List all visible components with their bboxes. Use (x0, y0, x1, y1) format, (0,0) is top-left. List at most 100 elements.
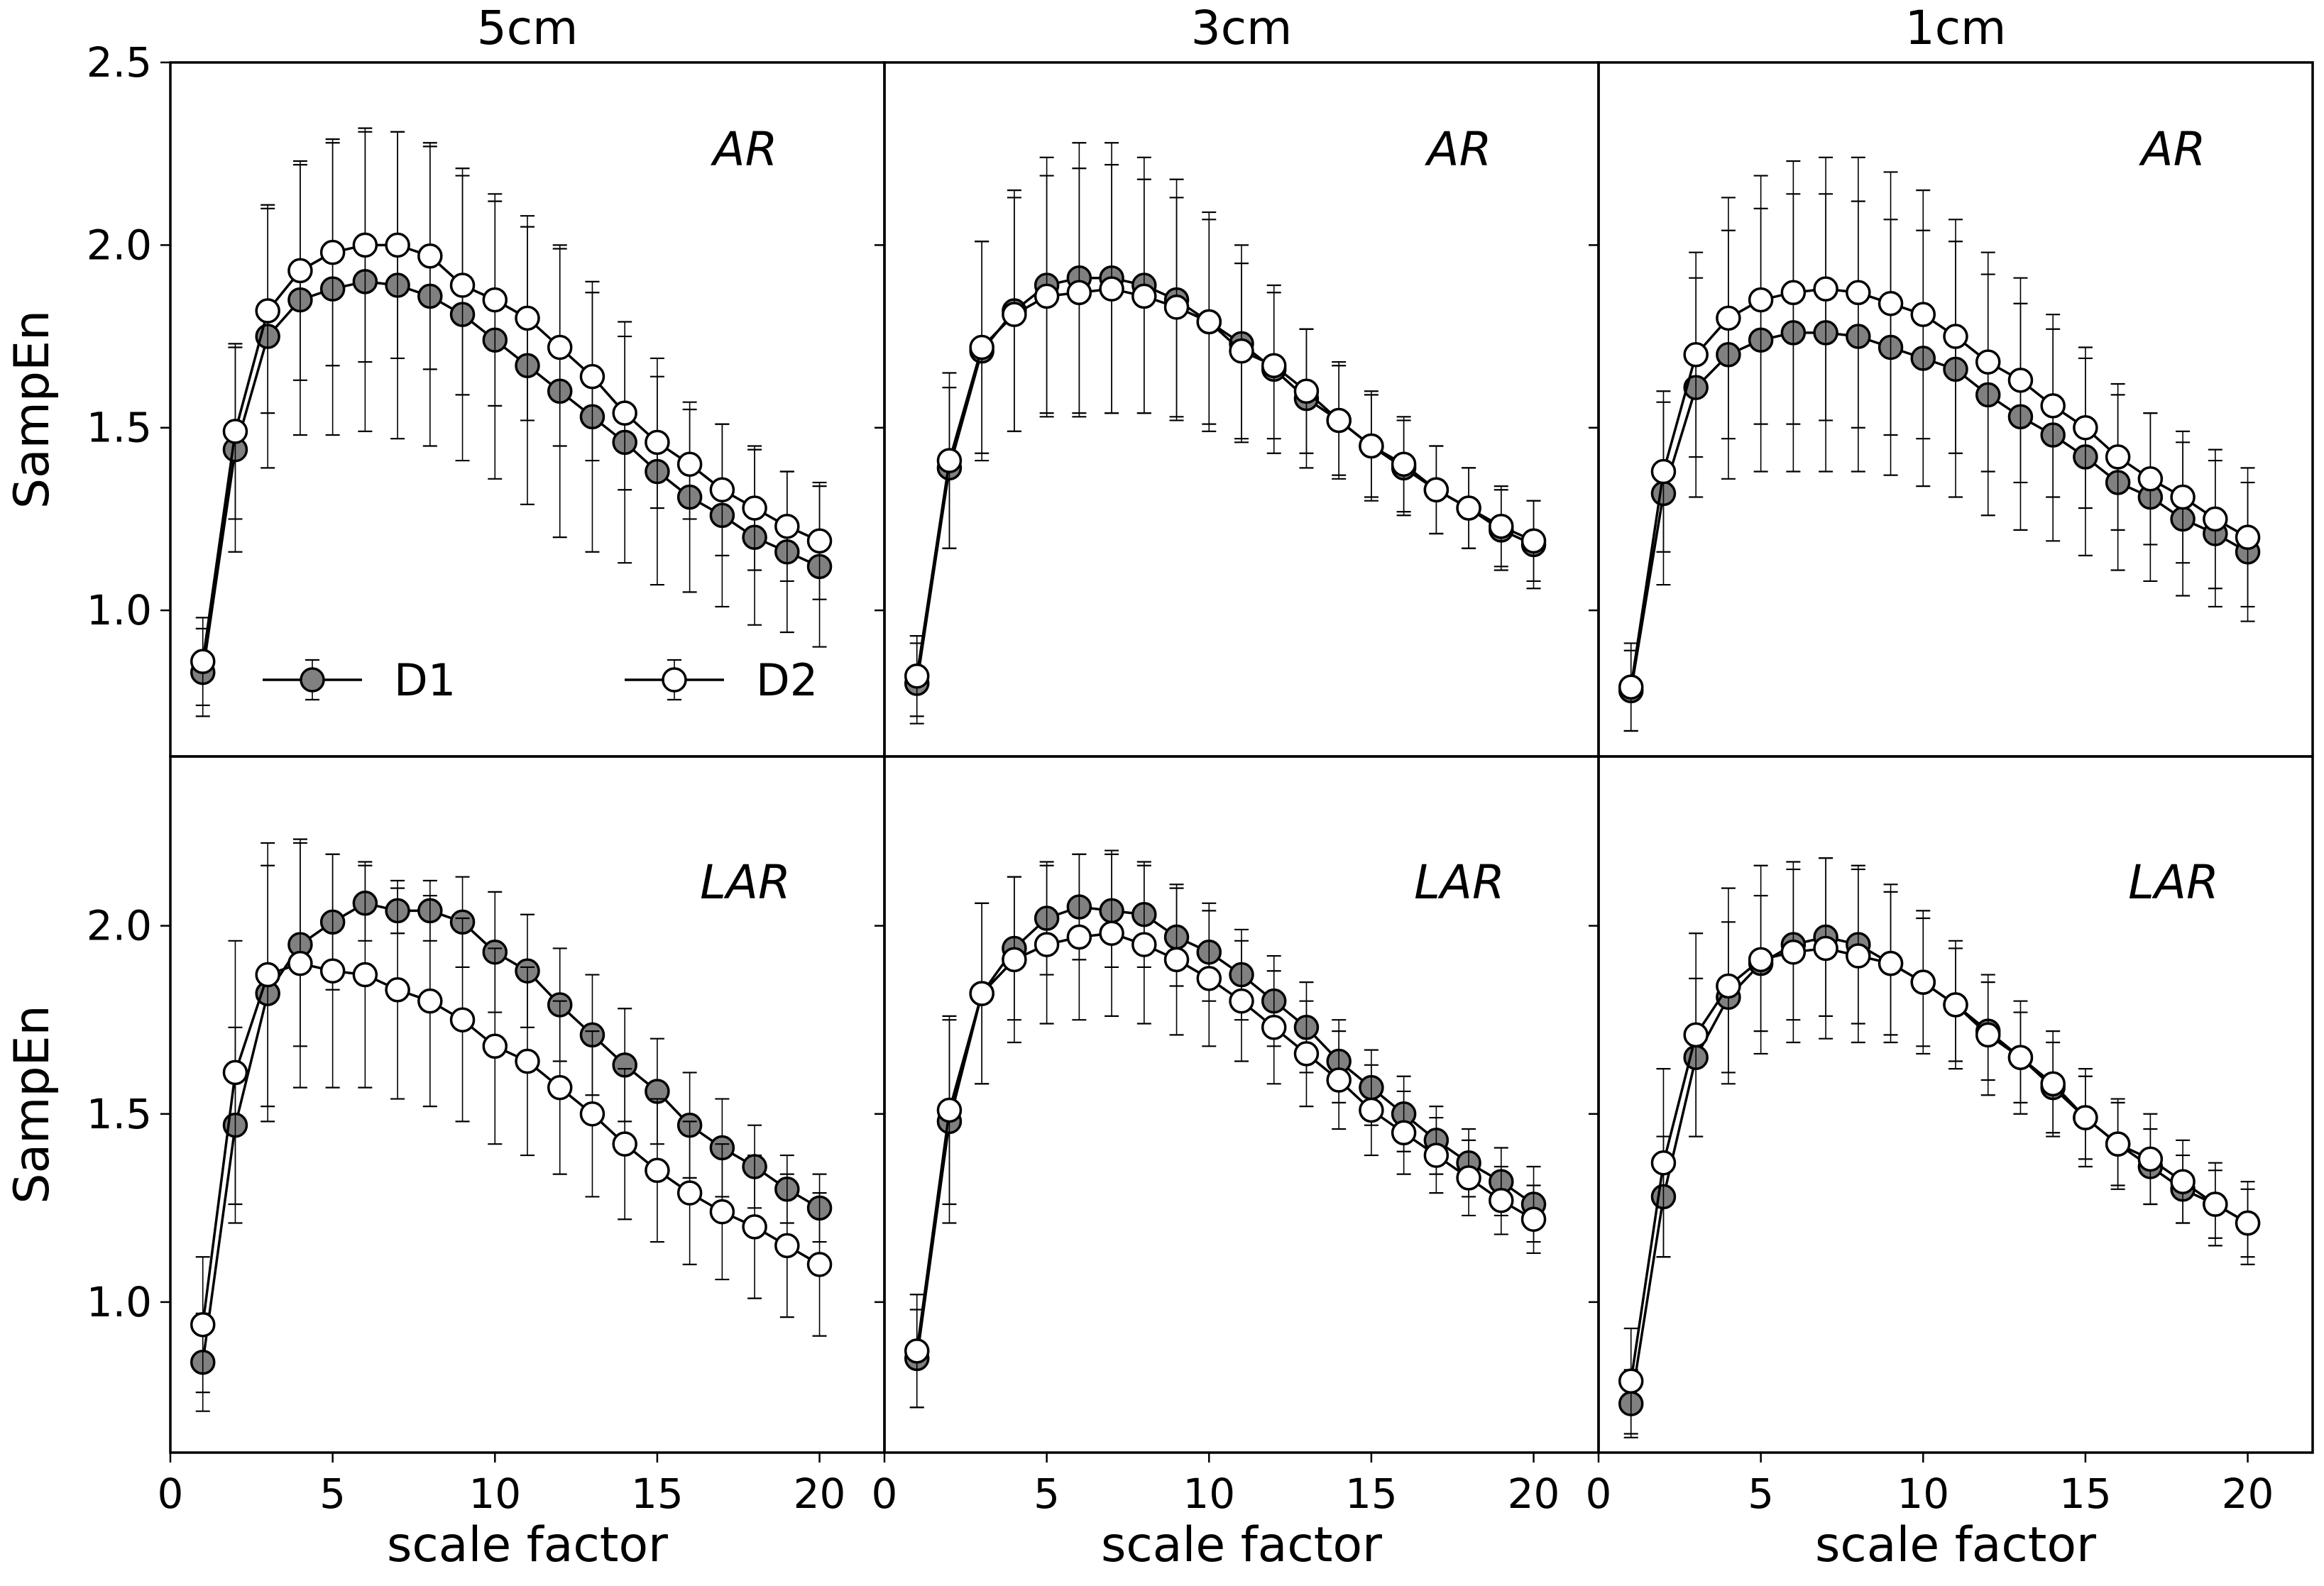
x-axis-title: scale factor (387, 1517, 668, 1573)
data-point-d2 (742, 495, 767, 521)
y-tick-label: 2.0 (87, 902, 152, 950)
data-point-d2 (287, 950, 313, 976)
data-point-d2 (449, 272, 476, 298)
data-point-d2 (1229, 988, 1254, 1014)
data-point-d2 (1910, 302, 1936, 327)
x-tick-label: 5 (319, 1470, 346, 1518)
data-point-d2 (2235, 1210, 2261, 1236)
condition-label: AR (1424, 122, 1491, 177)
data-point-d2 (287, 258, 313, 284)
legend-marker-d1 (300, 667, 325, 693)
data-point-d2 (1326, 1067, 1352, 1093)
column-title: 1cm (1905, 1, 2007, 55)
data-point-d2 (969, 981, 994, 1006)
data-point-d2 (579, 363, 605, 390)
data-point-d2 (676, 451, 703, 477)
data-point-d2 (579, 1101, 605, 1127)
data-point-d2 (385, 977, 410, 1003)
y-tick-label: 2.5 (87, 38, 152, 87)
x-tick-label: 15 (2059, 1470, 2112, 1518)
data-point-d2 (774, 1233, 800, 1259)
data-point-d2 (1002, 947, 1027, 973)
data-point-d2 (1456, 495, 1481, 521)
data-point-d2 (2040, 393, 2066, 419)
data-point-d2 (352, 232, 378, 258)
data-point-d2 (904, 1338, 930, 1364)
panel-1-1: LAR (875, 849, 1547, 1463)
data-point-d2 (1229, 338, 1254, 364)
data-point-d2 (1131, 283, 1157, 309)
data-point-d2 (1489, 1187, 1514, 1213)
condition-label: LAR (1414, 855, 1505, 910)
data-point-d2 (1878, 290, 1904, 316)
data-point-d2 (222, 1059, 248, 1086)
data-point-d2 (2203, 506, 2228, 532)
data-point-d2 (1034, 283, 1060, 309)
data-point-d2 (417, 988, 443, 1014)
series-d2 (904, 849, 1547, 1409)
data-point-d2 (1520, 528, 1547, 554)
panel-0-2: AR (1589, 61, 2261, 732)
data-point-d2 (319, 239, 346, 265)
data-point-d2 (1066, 924, 1092, 950)
x-tick-label: 0 (872, 1470, 898, 1518)
data-point-d2 (1520, 1206, 1547, 1232)
data-point-d2 (1650, 1150, 1677, 1176)
x-tick-label: 20 (794, 1470, 846, 1518)
panel-0-1: AR (875, 61, 1547, 725)
data-point-d2 (547, 1074, 573, 1101)
x-tick-label: 10 (1897, 1470, 1949, 1518)
data-point-d2 (1002, 302, 1027, 327)
data-point-d2 (515, 305, 540, 331)
data-point-d2 (1293, 378, 1320, 404)
legend-marker-d2 (662, 667, 687, 693)
data-point-d2 (1489, 513, 1514, 539)
data-point-d2 (1359, 1097, 1384, 1123)
data-point-d2 (2105, 444, 2131, 470)
data-point-d2 (1293, 1041, 1320, 1067)
data-point-d2 (482, 287, 508, 313)
data-point-d2 (1456, 1165, 1481, 1191)
data-point-d2 (482, 1033, 508, 1059)
data-point-d2 (1034, 932, 1060, 957)
text-layer: 5cm 1.0 1.5 2.0 2.5 SampEn 3cm 1cm 0 5 10 15 20 scale… (4, 1, 2274, 1573)
y-tick-label: 1.5 (87, 404, 152, 452)
data-point-d2 (1975, 349, 2001, 375)
frame-layer (169, 61, 2314, 1454)
data-point-d2 (709, 477, 735, 502)
panels-layer: AR AR AR LAR LAR LAR (160, 61, 2261, 1463)
data-point-d2 (969, 334, 994, 360)
condition-label: AR (710, 122, 777, 177)
panel-1-0: LAR (160, 838, 833, 1463)
data-point-d2 (1878, 950, 1904, 976)
data-point-d2 (547, 334, 573, 360)
data-point-d2 (1196, 309, 1222, 335)
y-axis-title: SampEn (4, 310, 60, 509)
column-title: 5cm (477, 1, 579, 55)
data-point-d2 (806, 1252, 833, 1277)
x-tick-label: 15 (631, 1470, 684, 1518)
data-point-d2 (612, 1131, 637, 1157)
x-tick-label: 0 (158, 1470, 184, 1518)
data-point-d2 (2137, 466, 2164, 492)
data-point-d2 (1099, 276, 1124, 302)
data-point-d2 (1975, 1022, 2001, 1048)
data-point-d2 (1650, 458, 1677, 485)
data-point-d2 (255, 298, 280, 324)
data-point-d2 (1618, 1368, 1644, 1394)
data-point-d2 (1943, 992, 1968, 1018)
condition-label: AR (2138, 122, 2205, 177)
data-point-d2 (2040, 1071, 2066, 1097)
data-point-d2 (1683, 1022, 1709, 1048)
data-point-d2 (645, 429, 670, 456)
data-point-d2 (612, 400, 637, 426)
data-point-d2 (1391, 1120, 1417, 1146)
data-point-d2 (709, 1199, 735, 1225)
series-d2 (1618, 857, 2261, 1435)
column-title: 3cm (1191, 1, 1293, 55)
data-point-d2 (1163, 947, 1190, 973)
data-point-d2 (1326, 407, 1352, 434)
data-point-d2 (1943, 324, 1968, 349)
panel-0-0: AR (160, 61, 833, 717)
data-point-d2 (806, 528, 833, 554)
